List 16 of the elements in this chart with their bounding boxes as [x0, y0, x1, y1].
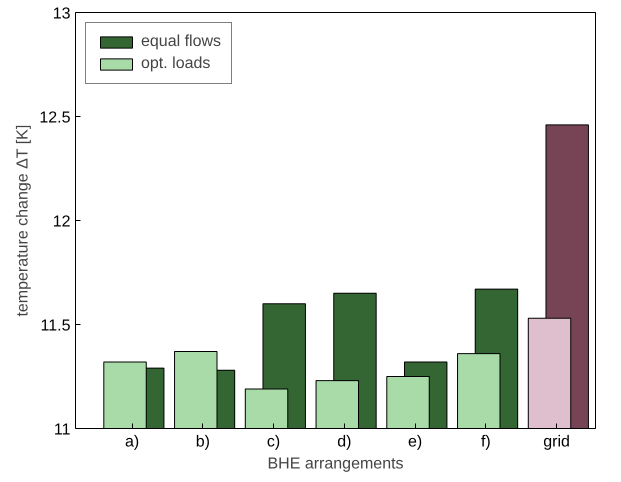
x-tick-label: grid [543, 434, 570, 450]
y-tick-label: 12 [52, 214, 71, 230]
x-axis-title: BHE arrangements [267, 456, 404, 472]
x-tick-label: d) [337, 434, 352, 450]
x-tick-label: e) [408, 434, 422, 450]
x-tick-label: b) [196, 434, 210, 450]
y-tick-label: 11 [54, 422, 71, 438]
y-tick-label: 11.5 [40, 318, 71, 334]
legend-label: opt. loads [141, 55, 210, 73]
y-axis-title: temperature change ΔT [K] [14, 124, 32, 317]
y-tick-label: 12.5 [39, 110, 71, 126]
x-tick-label: c) [266, 434, 280, 450]
legend-label: equal flows [141, 33, 222, 51]
y-tick-label: 13 [52, 6, 71, 22]
x-tick-label: a) [124, 434, 140, 450]
x-tick-label: f) [480, 434, 491, 450]
